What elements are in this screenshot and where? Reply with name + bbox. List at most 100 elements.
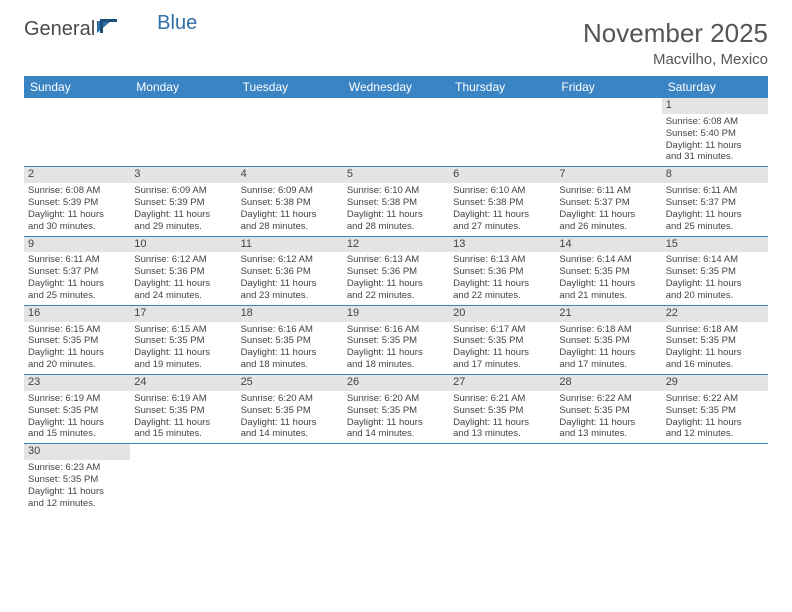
calendar-cell — [662, 444, 768, 513]
day-number: 3 — [130, 167, 236, 183]
day-details: Sunrise: 6:17 AMSunset: 5:35 PMDaylight:… — [453, 324, 551, 372]
day-number: 2 — [24, 167, 130, 183]
weekday-header: Thursday — [449, 76, 555, 98]
page: General Blue November 2025 Macvilho, Mex… — [0, 0, 792, 513]
title-block: November 2025 Macvilho, Mexico — [583, 18, 768, 68]
logo-text-blue: Blue — [157, 12, 197, 35]
day-number: 14 — [555, 237, 661, 253]
weekday-header: Monday — [130, 76, 236, 98]
day-number: 5 — [343, 167, 449, 183]
calendar-cell — [449, 444, 555, 513]
day-details: Sunrise: 6:14 AMSunset: 5:35 PMDaylight:… — [666, 254, 764, 302]
day-details: Sunrise: 6:20 AMSunset: 5:35 PMDaylight:… — [241, 393, 339, 441]
day-number: 22 — [662, 306, 768, 322]
calendar-row: 23 Sunrise: 6:19 AMSunset: 5:35 PMDayligh… — [24, 375, 768, 444]
day-number: 23 — [24, 375, 130, 391]
calendar-cell: 8Sunrise: 6:11 AMSunset: 5:37 PMDaylight… — [662, 167, 768, 236]
day-details: Sunrise: 6:09 AMSunset: 5:38 PMDaylight:… — [241, 185, 339, 233]
day-details: Sunrise: 6:16 AMSunset: 5:35 PMDaylight:… — [241, 324, 339, 372]
logo: General Blue — [24, 18, 197, 41]
day-number: 24 — [130, 375, 236, 391]
calendar-cell: 14Sunrise: 6:14 AMSunset: 5:35 PMDayligh… — [555, 236, 661, 305]
day-number: 25 — [237, 375, 343, 391]
day-number: 18 — [237, 306, 343, 322]
logo-text-general: General — [24, 18, 95, 41]
calendar-cell — [555, 444, 661, 513]
calendar-cell: 24Sunrise: 6:19 AMSunset: 5:35 PMDayligh… — [130, 375, 236, 444]
day-details: Sunrise: 6:10 AMSunset: 5:38 PMDaylight:… — [453, 185, 551, 233]
day-number: 26 — [343, 375, 449, 391]
day-details: Sunrise: 6:23 AMSunset: 5:35 PMDaylight:… — [28, 462, 126, 510]
day-number: 29 — [662, 375, 768, 391]
calendar-cell: 9Sunrise: 6:11 AMSunset: 5:37 PMDaylight… — [24, 236, 130, 305]
calendar-cell: 15Sunrise: 6:14 AMSunset: 5:35 PMDayligh… — [662, 236, 768, 305]
day-details: Sunrise: 6:20 AMSunset: 5:35 PMDaylight:… — [347, 393, 445, 441]
calendar-cell — [24, 98, 130, 167]
calendar-cell: 12Sunrise: 6:13 AMSunset: 5:36 PMDayligh… — [343, 236, 449, 305]
month-title: November 2025 — [583, 18, 768, 49]
calendar-table: SundayMondayTuesdayWednesdayThursdayFrid… — [24, 76, 768, 513]
day-details: Sunrise: 6:11 AMSunset: 5:37 PMDaylight:… — [28, 254, 126, 302]
day-number: 17 — [130, 306, 236, 322]
day-details: Sunrise: 6:18 AMSunset: 5:35 PMDaylight:… — [559, 324, 657, 372]
calendar-row: 16Sunrise: 6:15 AMSunset: 5:35 PMDayligh… — [24, 305, 768, 374]
weekday-header: Saturday — [662, 76, 768, 98]
weekday-header: Wednesday — [343, 76, 449, 98]
calendar-cell: 17Sunrise: 6:15 AMSunset: 5:35 PMDayligh… — [130, 305, 236, 374]
day-number: 30 — [24, 444, 130, 460]
day-number: 11 — [237, 237, 343, 253]
calendar-cell: 1Sunrise: 6:08 AMSunset: 5:40 PMDaylight… — [662, 98, 768, 167]
calendar-body: 1Sunrise: 6:08 AMSunset: 5:40 PMDaylight… — [24, 98, 768, 513]
flag-icon — [97, 18, 119, 41]
calendar-head: SundayMondayTuesdayWednesdayThursdayFrid… — [24, 76, 768, 98]
day-details: Sunrise: 6:12 AMSunset: 5:36 PMDaylight:… — [241, 254, 339, 302]
day-details: Sunrise: 6:13 AMSunset: 5:36 PMDaylight:… — [453, 254, 551, 302]
calendar-cell — [237, 98, 343, 167]
day-details: Sunrise: 6:19 AMSunset: 5:35 PMDaylight:… — [28, 393, 126, 441]
calendar-cell: 30 Sunrise: 6:23 AMSunset: 5:35 PMDayligh… — [24, 444, 130, 513]
location: Macvilho, Mexico — [583, 51, 768, 68]
day-number: 8 — [662, 167, 768, 183]
calendar-cell — [343, 98, 449, 167]
day-details: Sunrise: 6:08 AMSunset: 5:39 PMDaylight:… — [28, 185, 126, 233]
day-number: 21 — [555, 306, 661, 322]
header-row: General Blue November 2025 Macvilho, Mex… — [24, 18, 768, 68]
weekday-header: Tuesday — [237, 76, 343, 98]
calendar-cell: 26 Sunrise: 6:20 AMSunset: 5:35 PMDayligh… — [343, 375, 449, 444]
day-number: 6 — [449, 167, 555, 183]
day-details: Sunrise: 6:14 AMSunset: 5:35 PMDaylight:… — [559, 254, 657, 302]
day-number: 13 — [449, 237, 555, 253]
calendar-cell: 13Sunrise: 6:13 AMSunset: 5:36 PMDayligh… — [449, 236, 555, 305]
calendar-cell: 6 Sunrise: 6:10 AMSunset: 5:38 PMDaylight… — [449, 167, 555, 236]
day-details: Sunrise: 6:10 AMSunset: 5:38 PMDaylight:… — [347, 185, 445, 233]
calendar-cell: 3 Sunrise: 6:09 AMSunset: 5:39 PMDaylight… — [130, 167, 236, 236]
calendar-row: 1Sunrise: 6:08 AMSunset: 5:40 PMDaylight… — [24, 98, 768, 167]
day-details: Sunrise: 6:11 AMSunset: 5:37 PMDaylight:… — [559, 185, 657, 233]
calendar-cell: 4Sunrise: 6:09 AMSunset: 5:38 PMDaylight… — [237, 167, 343, 236]
day-details: Sunrise: 6:18 AMSunset: 5:35 PMDaylight:… — [666, 324, 764, 372]
calendar-cell: 23 Sunrise: 6:19 AMSunset: 5:35 PMDayligh… — [24, 375, 130, 444]
calendar-cell: 11Sunrise: 6:12 AMSunset: 5:36 PMDayligh… — [237, 236, 343, 305]
calendar-cell — [449, 98, 555, 167]
day-number: 20 — [449, 306, 555, 322]
day-number: 28 — [555, 375, 661, 391]
calendar-cell: 19Sunrise: 6:16 AMSunset: 5:35 PMDayligh… — [343, 305, 449, 374]
day-number: 9 — [24, 237, 130, 253]
day-details: Sunrise: 6:21 AMSunset: 5:35 PMDaylight:… — [453, 393, 551, 441]
calendar-cell — [237, 444, 343, 513]
calendar-row: 2 Sunrise: 6:08 AMSunset: 5:39 PMDaylight… — [24, 167, 768, 236]
calendar-cell: 18 Sunrise: 6:16 AMSunset: 5:35 PMDayligh… — [237, 305, 343, 374]
calendar-cell: 5 Sunrise: 6:10 AMSunset: 5:38 PMDaylight… — [343, 167, 449, 236]
weekday-header: Friday — [555, 76, 661, 98]
day-details: Sunrise: 6:22 AMSunset: 5:35 PMDaylight:… — [559, 393, 657, 441]
day-number: 10 — [130, 237, 236, 253]
day-number: 15 — [662, 237, 768, 253]
calendar-cell — [555, 98, 661, 167]
day-details: Sunrise: 6:16 AMSunset: 5:35 PMDaylight:… — [347, 324, 445, 372]
day-number: 7 — [555, 167, 661, 183]
calendar-cell: 2 Sunrise: 6:08 AMSunset: 5:39 PMDaylight… — [24, 167, 130, 236]
calendar-cell — [130, 444, 236, 513]
day-number: 16 — [24, 306, 130, 322]
day-details: Sunrise: 6:13 AMSunset: 5:36 PMDaylight:… — [347, 254, 445, 302]
day-details: Sunrise: 6:09 AMSunset: 5:39 PMDaylight:… — [134, 185, 232, 233]
